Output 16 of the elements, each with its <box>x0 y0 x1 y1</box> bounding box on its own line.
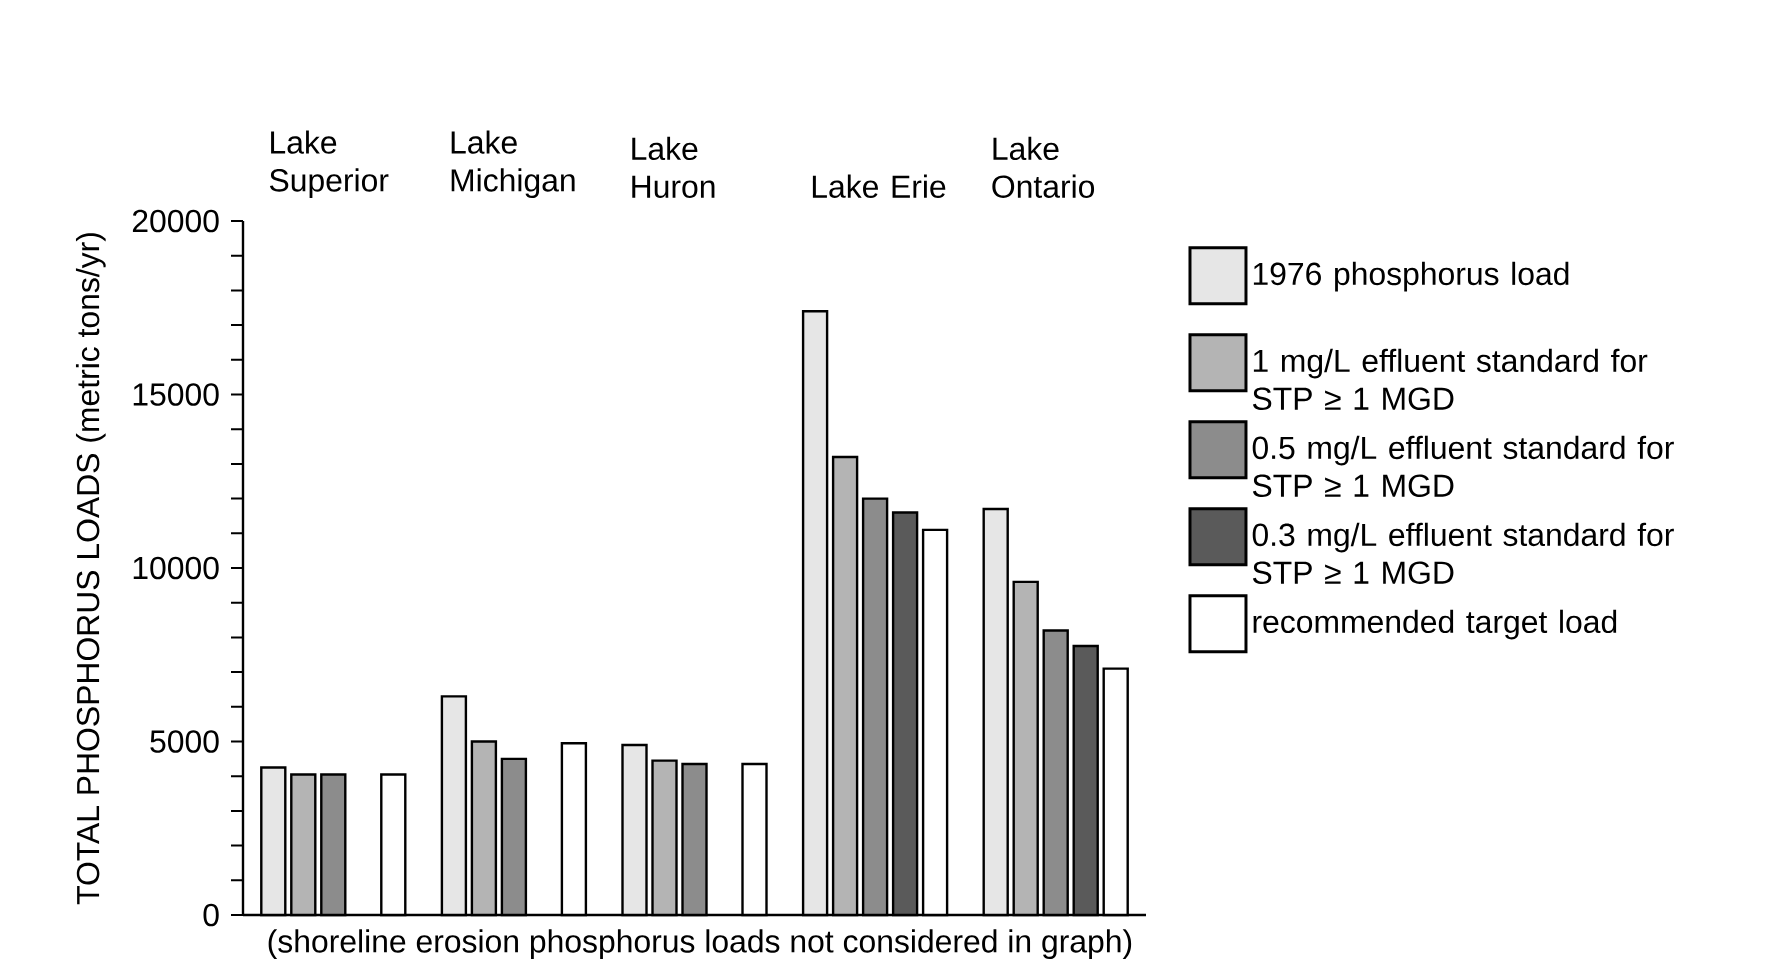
y-axis-title: TOTAL PHOSPHORUS LOADS (metric tons/yr) <box>75 233 106 905</box>
y-tick-label: 10000 <box>133 556 219 580</box>
legend-label: recommended target load <box>1253 609 1617 640</box>
x-tick-label: Lake Huron <box>632 136 715 198</box>
text: (shoreline erosion phosphorus loads not considered in graph) <box>268 929 1132 959</box>
x-tick-label: Lake Superior <box>269 130 389 198</box>
y-tick-label: 15000 <box>133 383 219 406</box>
x-tick-label: Lake Erie <box>812 174 946 198</box>
x-tick-label: Lake Michigan <box>451 130 575 198</box>
legend-label: 0.5 mg/L effluent standard for STP ≥ 1 MGD <box>1252 435 1674 497</box>
y-tick-label: 0 <box>203 903 219 927</box>
legend-label: 1 mg/L effluent standard for STP ≥ 1 MGD <box>1252 348 1648 411</box>
legend-label: 1976 phosphorus load <box>1253 261 1569 292</box>
y-tick-label: 20000 <box>132 209 219 233</box>
y-tick-label: 5000 <box>150 730 219 753</box>
x-tick-label: Lake Ontario <box>992 136 1095 198</box>
